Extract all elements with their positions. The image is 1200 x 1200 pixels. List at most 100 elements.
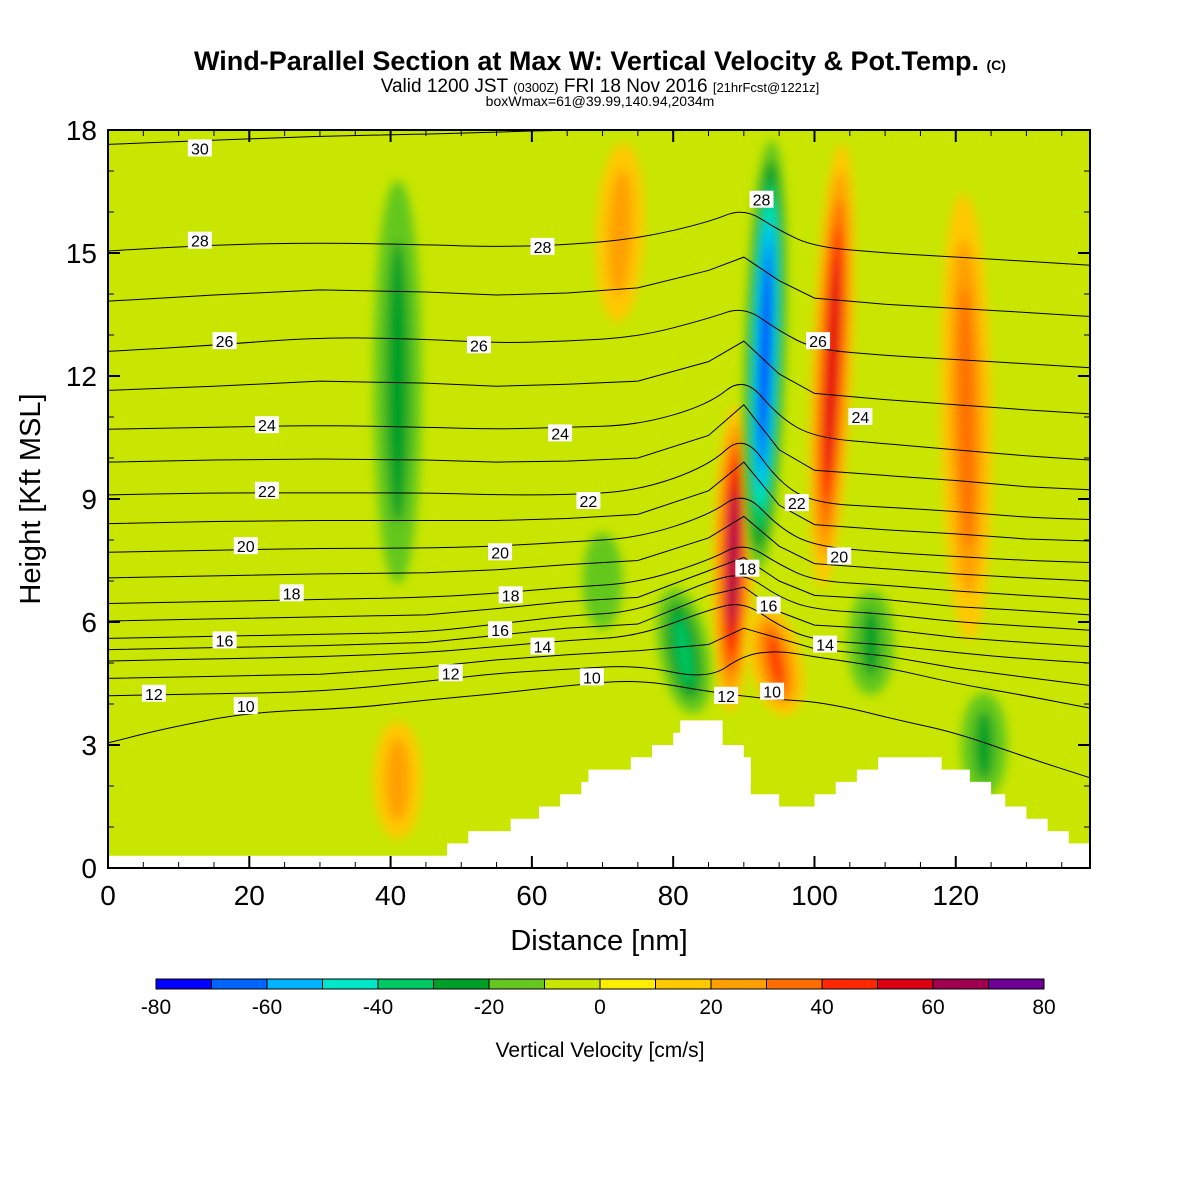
contour-label: 12 bbox=[145, 687, 163, 704]
contour-label: 20 bbox=[491, 545, 509, 562]
contour-label: 20 bbox=[237, 539, 255, 556]
x-tick-label: 0 bbox=[100, 880, 116, 911]
contour-label: 14 bbox=[816, 638, 834, 655]
contour-label-box bbox=[488, 621, 513, 639]
contour-label: 10 bbox=[583, 670, 601, 687]
contour-label-box bbox=[735, 559, 760, 577]
contour-label-box bbox=[187, 139, 212, 157]
colorbar-bin bbox=[821, 978, 878, 990]
theta-contour-28 bbox=[108, 211, 1090, 266]
colorbar-bin bbox=[266, 978, 323, 990]
colorbar-bin bbox=[877, 978, 934, 990]
contour-label-group: 22 bbox=[576, 492, 601, 511]
contour-label: 26 bbox=[216, 334, 234, 351]
contour-label-box bbox=[530, 237, 555, 255]
contour-label-group: 26 bbox=[212, 332, 237, 351]
colorbar-bin bbox=[988, 978, 1045, 990]
contour-label-group: 10 bbox=[579, 668, 604, 687]
contour-label-group: 26 bbox=[806, 332, 831, 351]
contour-label-group: 10 bbox=[233, 697, 258, 716]
contour-label-group: 20 bbox=[233, 537, 258, 556]
wv-band bbox=[768, 635, 783, 687]
wv-band bbox=[974, 710, 994, 780]
colorbar-label: Vertical Velocity [cm/s] bbox=[496, 1039, 705, 1062]
y-tick-label: 0 bbox=[81, 853, 97, 884]
theta-contour-minor bbox=[108, 586, 1090, 651]
colorbar-bin bbox=[322, 978, 379, 990]
contour-label: 22 bbox=[258, 484, 276, 501]
colorbar-bin bbox=[155, 978, 212, 990]
contour-label: 28 bbox=[191, 234, 209, 251]
contour-label: 28 bbox=[753, 193, 771, 210]
contour-label: 12 bbox=[717, 689, 735, 706]
contour-label-group: 24 bbox=[548, 424, 573, 443]
colorbar-bin bbox=[211, 978, 268, 990]
wv-updraft bbox=[940, 193, 993, 641]
contour-label: 16 bbox=[216, 633, 234, 650]
contour-label-group: 30 bbox=[187, 139, 212, 158]
contour-label-box bbox=[187, 231, 212, 249]
chart-subtitle: Valid 1200 JST (0300Z) FRI 18 Nov 2016 [… bbox=[381, 76, 820, 97]
contour-label: 18 bbox=[283, 586, 301, 603]
contour-label: 26 bbox=[470, 338, 488, 355]
contour-label: 22 bbox=[580, 494, 598, 511]
theta-contour-minor bbox=[108, 340, 1090, 415]
contour-label: 12 bbox=[442, 666, 460, 683]
contour-label-box bbox=[498, 586, 523, 604]
colorbar-tick-label: 40 bbox=[810, 996, 833, 1019]
contour-label-group: 16 bbox=[212, 631, 237, 650]
contour-label-group: 22 bbox=[254, 481, 279, 501]
theta-contour-14 bbox=[108, 604, 1090, 664]
contour-label-box bbox=[784, 494, 809, 512]
theta-contour-24 bbox=[108, 383, 1090, 461]
wv-updraft bbox=[373, 720, 422, 839]
contour-label-group: 12 bbox=[438, 664, 463, 683]
contour-label-box bbox=[848, 408, 873, 425]
colorbar-bin bbox=[488, 978, 545, 990]
contour-label-box bbox=[813, 635, 838, 653]
wv-downdraft bbox=[960, 692, 1008, 798]
x-axis: 0 20 40 60 80 100 120 bbox=[100, 130, 1063, 911]
chart-box-info: boxWmax=61@39.99,140.94,2034m bbox=[486, 93, 715, 109]
x-tick-label: 40 bbox=[375, 880, 406, 911]
theta-contour-12 bbox=[108, 651, 1090, 709]
x-tick-label: 60 bbox=[516, 880, 547, 911]
contour-label-group: 14 bbox=[813, 635, 838, 655]
theta-contour-minor bbox=[108, 627, 1090, 687]
x-tick-label: 80 bbox=[658, 880, 689, 911]
contour-label-group: 26 bbox=[466, 336, 491, 355]
contour-label: 18 bbox=[738, 562, 756, 579]
contour-label-box bbox=[530, 637, 555, 655]
colorbar-tick-label: 20 bbox=[699, 996, 722, 1019]
theta-contours bbox=[108, 130, 1090, 779]
terrain bbox=[108, 720, 1090, 868]
contour-label-group: 16 bbox=[756, 596, 781, 616]
contour-label: 14 bbox=[534, 640, 552, 657]
contour-label-box bbox=[438, 664, 463, 682]
colorbar-bin bbox=[766, 978, 823, 990]
contour-label-group: 18 bbox=[735, 559, 760, 579]
contour-label: 24 bbox=[258, 418, 276, 435]
contour-label: 16 bbox=[491, 623, 509, 640]
theta-contour-16 bbox=[108, 575, 1090, 639]
wv-band bbox=[582, 532, 623, 630]
contour-label-box bbox=[279, 584, 304, 602]
colorbar-bin bbox=[655, 978, 712, 990]
y-tick-label: 9 bbox=[81, 484, 97, 515]
theta-contour-minor bbox=[108, 403, 1090, 491]
wv-downdraft bbox=[582, 532, 623, 630]
theta-contour-10 bbox=[108, 680, 1090, 779]
contour-label-box bbox=[548, 424, 573, 442]
colorbar-bin bbox=[599, 978, 656, 990]
contour-label: 22 bbox=[788, 496, 806, 513]
contour-label-group: 18 bbox=[279, 584, 304, 603]
contour-label-box bbox=[749, 190, 774, 208]
wv-band bbox=[861, 608, 881, 677]
contour-label-box bbox=[212, 631, 237, 649]
contour-label-box bbox=[233, 537, 258, 555]
contour-label-group: 28 bbox=[530, 237, 555, 257]
y-axis: 0 3 6 9 12 15 18 bbox=[66, 115, 1090, 884]
contour-label-group: 18 bbox=[498, 586, 523, 605]
colorbar-bin bbox=[433, 978, 490, 990]
